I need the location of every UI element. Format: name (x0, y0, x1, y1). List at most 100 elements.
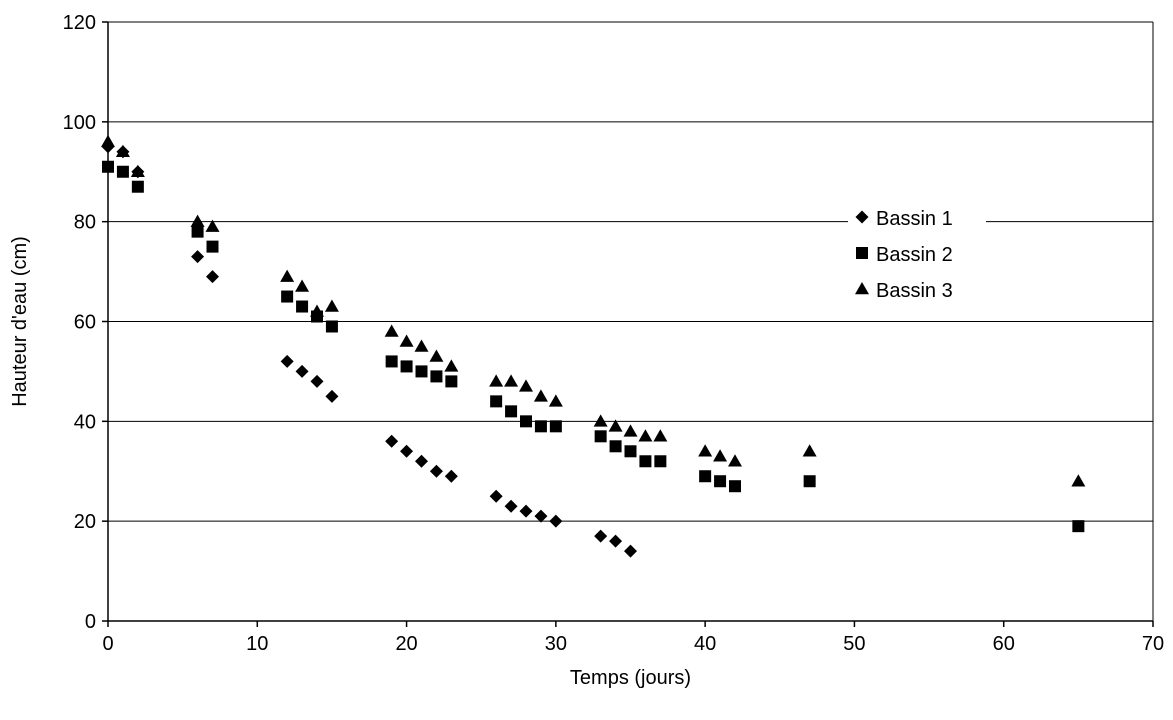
data-point-s2-14 (490, 395, 503, 408)
data-point-s1-20 (609, 534, 623, 548)
data-point-s3-14 (489, 374, 504, 387)
x-tick-label-0: 0 (102, 633, 113, 655)
data-point-s3-15 (504, 374, 519, 387)
data-points (101, 134, 1086, 558)
data-point-s3-4 (205, 219, 220, 232)
x-tick-label-40: 40 (694, 633, 716, 655)
data-point-s1-13 (444, 469, 458, 483)
data-point-s2-6 (296, 300, 309, 313)
tick-labels: 0 20 40 60 80 100 120 0 10 20 30 40 50 60 70 (63, 12, 1165, 655)
data-point-s1-18 (549, 514, 563, 528)
data-point-s1-7 (310, 374, 324, 388)
data-point-s3-28 (1071, 474, 1086, 487)
data-point-s3-17 (533, 389, 548, 402)
data-point-s1-17 (534, 509, 548, 523)
data-point-s3-24 (698, 444, 713, 457)
y-tick-label-120: 120 (63, 12, 96, 34)
legend-label-3: Bassin 3 (876, 280, 953, 302)
data-point-s3-3 (190, 214, 205, 227)
data-point-s3-23 (653, 429, 668, 442)
data-point-s2-13 (445, 375, 458, 388)
data-point-s3-21 (623, 424, 638, 437)
data-point-s3-26 (728, 454, 742, 467)
data-point-s2-9 (385, 355, 398, 368)
data-point-s2-5 (281, 290, 294, 303)
data-point-s3-16 (519, 379, 533, 392)
data-point-s2-22 (639, 455, 652, 468)
data-point-s2-15 (505, 405, 518, 418)
data-point-s2-23 (654, 455, 667, 468)
y-tick-label-60: 60 (74, 312, 96, 334)
axes (102, 21, 1154, 627)
legend-marker-2 (856, 247, 868, 259)
data-point-s2-25 (714, 475, 727, 488)
data-point-s3-8 (324, 299, 339, 312)
data-point-s2-1 (116, 165, 129, 178)
data-point-s2-17 (534, 420, 547, 433)
data-point-s3-9 (384, 324, 399, 337)
data-point-s2-28 (1072, 520, 1085, 533)
data-point-s3-2 (130, 164, 145, 177)
data-point-s3-19 (593, 414, 608, 427)
y-tick-label-40: 40 (74, 411, 96, 433)
data-point-s1-12 (429, 464, 443, 478)
legend-label-1: Bassin 1 (876, 208, 953, 230)
legend-marker-1 (855, 210, 869, 224)
data-point-s3-27 (802, 444, 817, 457)
data-point-s1-8 (325, 389, 339, 403)
data-point-s2-24 (699, 470, 712, 483)
data-point-s2-0 (102, 160, 114, 173)
data-point-s2-16 (520, 415, 532, 428)
data-point-s2-20 (609, 440, 622, 453)
y-tick-label-100: 100 (63, 112, 96, 134)
data-point-s1-3 (191, 250, 205, 264)
legend-background (848, 198, 986, 314)
data-point-s2-2 (131, 180, 144, 193)
legend-label-2: Bassin 2 (876, 244, 953, 266)
data-point-s2-12 (430, 370, 443, 383)
x-axis-label: Temps (jours) (570, 667, 691, 689)
x-tick-label-10: 10 (246, 633, 268, 655)
data-point-s3-18 (548, 394, 563, 407)
gridlines (108, 21, 1154, 621)
y-tick-label-0: 0 (85, 611, 96, 633)
data-point-s3-25 (713, 449, 728, 462)
data-point-s1-9 (385, 434, 399, 448)
data-point-s2-21 (624, 445, 637, 458)
data-point-s3-1 (115, 144, 130, 158)
data-point-s1-6 (295, 364, 309, 378)
x-tick-label-20: 20 (395, 633, 417, 655)
data-point-s1-16 (519, 504, 533, 518)
data-point-s2-10 (400, 360, 413, 373)
data-point-s3-5 (280, 269, 295, 282)
data-point-s2-19 (594, 430, 607, 443)
series-3 (101, 134, 1086, 487)
data-point-s2-3 (191, 225, 204, 238)
data-point-s3-11 (414, 339, 429, 352)
data-point-s2-18 (549, 420, 562, 433)
data-point-s2-27 (803, 475, 816, 488)
data-point-s3-10 (399, 334, 414, 347)
data-point-s1-21 (624, 544, 637, 558)
x-tick-label-50: 50 (843, 633, 865, 655)
data-point-s3-0 (101, 134, 115, 148)
data-point-s1-10 (400, 444, 414, 458)
data-point-s1-19 (594, 529, 608, 543)
x-tick-label-30: 30 (545, 633, 567, 655)
series-1 (101, 140, 637, 558)
data-point-s3-13 (444, 359, 459, 372)
legend: Bassin 1 Bassin 2 Bassin 3 (848, 198, 986, 314)
data-point-s1-5 (280, 354, 294, 368)
y-axis-label: Hauteur d'eau (cm) (9, 236, 31, 407)
x-tick-label-70: 70 (1142, 633, 1164, 655)
data-point-s2-4 (206, 240, 219, 253)
legend-marker-3 (855, 282, 869, 295)
data-point-s1-4 (206, 270, 219, 284)
y-tick-label-80: 80 (74, 212, 96, 234)
data-point-s1-15 (504, 499, 518, 513)
y-tick-label-20: 20 (74, 511, 96, 533)
data-point-s2-8 (325, 320, 338, 333)
series-2 (102, 160, 1085, 533)
data-point-s1-11 (415, 454, 428, 468)
